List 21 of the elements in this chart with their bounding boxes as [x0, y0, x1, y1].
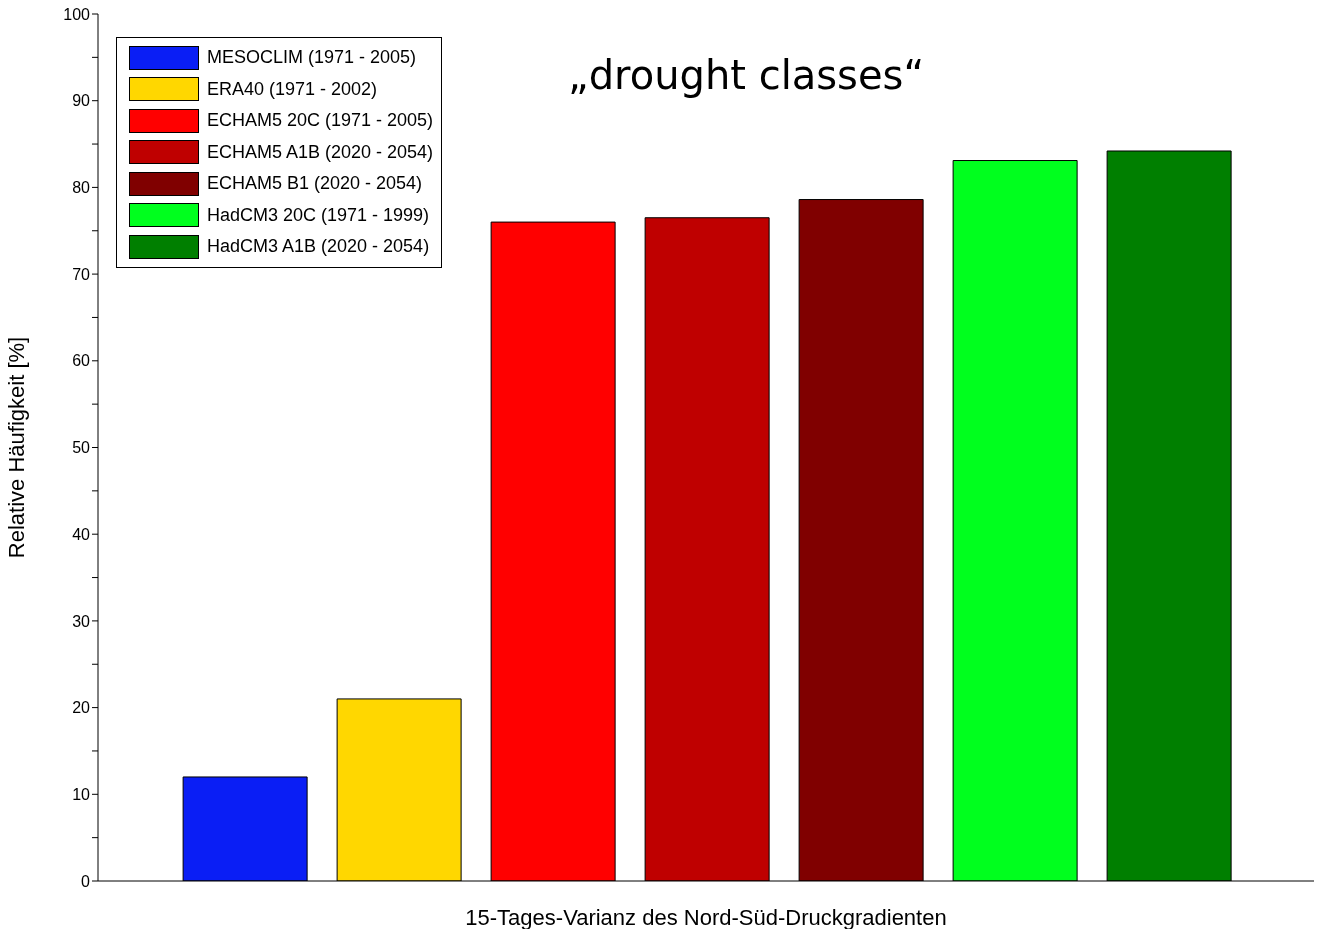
- legend-label: ECHAM5 20C (1971 - 2005): [207, 110, 434, 132]
- y-tick-label: 70: [72, 265, 91, 283]
- legend-label: ECHAM5 B1 (2020 - 2054): [207, 173, 423, 195]
- y-tick-label: 20: [72, 699, 91, 717]
- y-tick-label: 10: [72, 785, 91, 803]
- y-tick-label: 60: [72, 352, 91, 370]
- y-tick-label: 50: [72, 439, 91, 457]
- y-tick-label: 80: [72, 179, 91, 197]
- y-tick-label: 90: [72, 92, 91, 110]
- x-axis-title: 15-Tages-Varianz des Nord-Süd-Druckgradienten: [465, 905, 947, 930]
- text: „drought classes“: [568, 52, 925, 98]
- legend-label: HadCM3 A1B (2020 - 2054): [207, 236, 430, 258]
- legend-label: MESOCLIM (1971 - 2005): [207, 47, 417, 69]
- y-axis-title: Relative Häufigkeit [%]: [3, 336, 29, 559]
- legend-label: HadCM3 20C (1971 - 1999): [207, 204, 430, 226]
- y-tick-label: 0: [81, 872, 91, 890]
- y-tick-label: 30: [72, 612, 91, 630]
- y-tick-label: 40: [72, 525, 91, 543]
- legend-label: ERA40 (1971 - 2002): [207, 78, 378, 100]
- legend-label: ECHAM5 A1B (2020 - 2054): [207, 141, 434, 163]
- y-tick-label: 100: [63, 5, 91, 23]
